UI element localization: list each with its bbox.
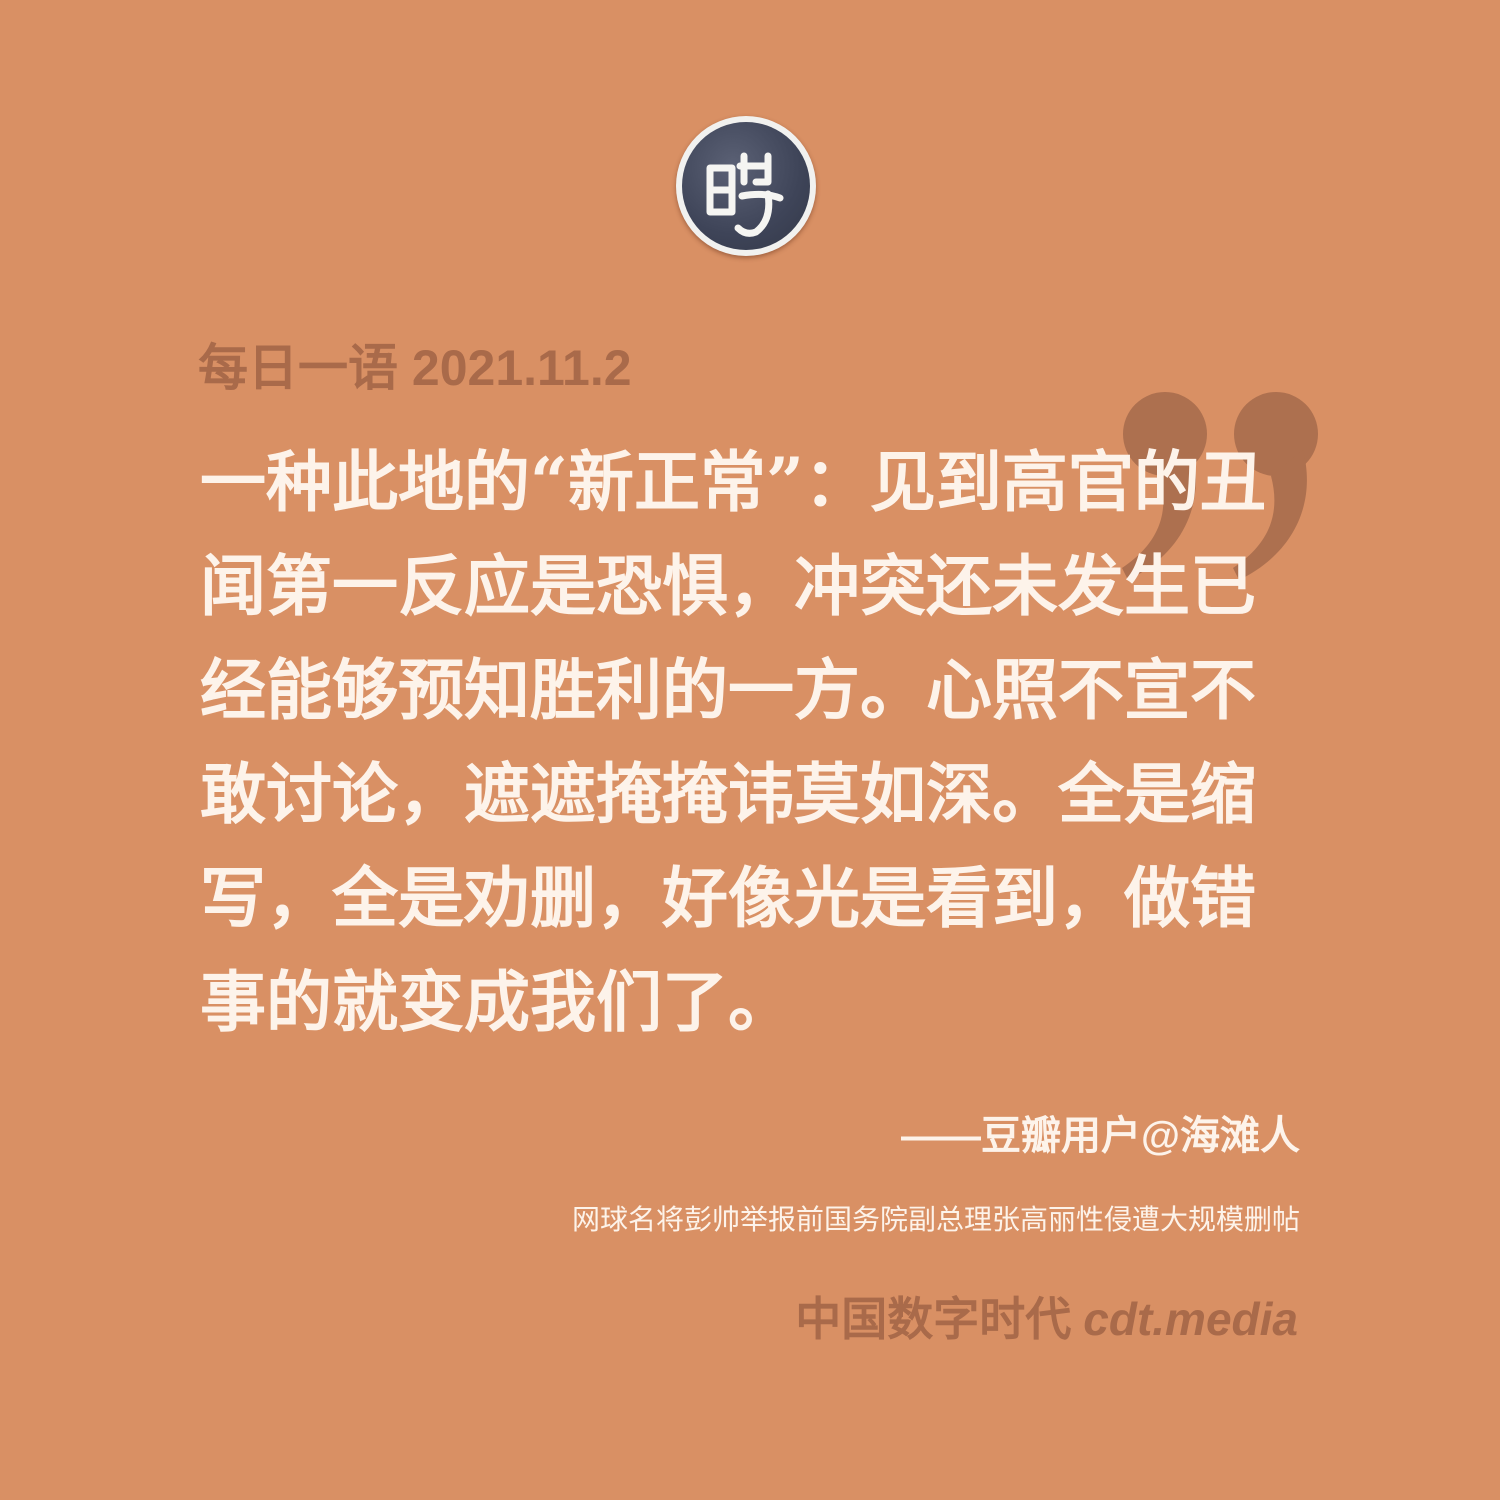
logo-badge (682, 122, 810, 250)
brand-name: 中国数字时代 (795, 1293, 1072, 1345)
closing-quote-icon (1122, 392, 1318, 580)
quote-source: 网球名将彭帅举报前国务院副总理张高丽性侵遭大规模删帖 (571, 1204, 1300, 1235)
date-heading: 每日一语 2021.11.2 (198, 340, 632, 396)
quote-text: 一种此地的“新正常”：见到高官的丑闻第一反应是恐惧，冲突还未发生已经能够预知胜利… (200, 443, 1266, 1041)
quote-attribution: ——豆瓣用户@海滩人 (900, 1114, 1300, 1158)
footer-brand: 中国数字时代 cdt.media (795, 1288, 1298, 1350)
cdt-logo-icon (676, 116, 816, 256)
brand-site: cdt.media (1083, 1293, 1298, 1345)
logo-glyph (706, 152, 784, 237)
